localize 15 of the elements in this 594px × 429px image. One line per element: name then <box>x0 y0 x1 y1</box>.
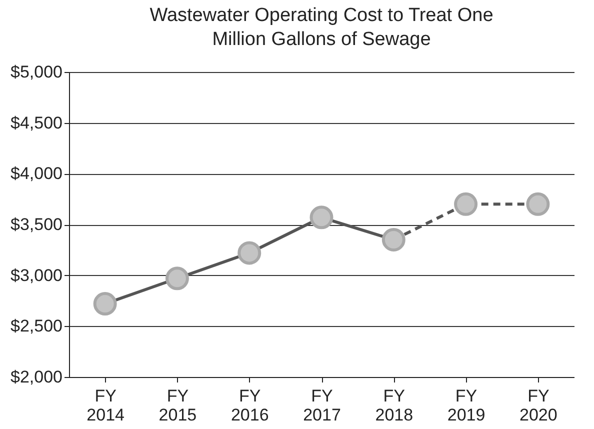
x-tick-label: FY 2019 <box>447 386 486 424</box>
x-tick-label: FY 2016 <box>230 386 269 424</box>
x-tick-label: FY 2017 <box>303 386 341 424</box>
x-tick-label: FY 2015 <box>158 386 197 424</box>
y-tick-label: $5,000 <box>10 62 62 82</box>
x-tick-label: FY 2014 <box>86 386 124 424</box>
chart-title: Wastewater Operating Cost to Treat One Million Gallons of Sewage <box>150 5 494 50</box>
y-tick-label: $3,500 <box>10 215 62 234</box>
y-tick-label: $4,500 <box>10 113 62 132</box>
y-tick-label: $4,000 <box>10 164 62 184</box>
x-tick-label: FY 2020 <box>520 386 558 424</box>
x-tick-label: FY 2018 <box>375 386 414 424</box>
y-tick-label: $2,500 <box>10 316 62 336</box>
y-tick-label: $2,000 <box>10 368 62 386</box>
y-tick-label: $3,000 <box>10 266 62 285</box>
